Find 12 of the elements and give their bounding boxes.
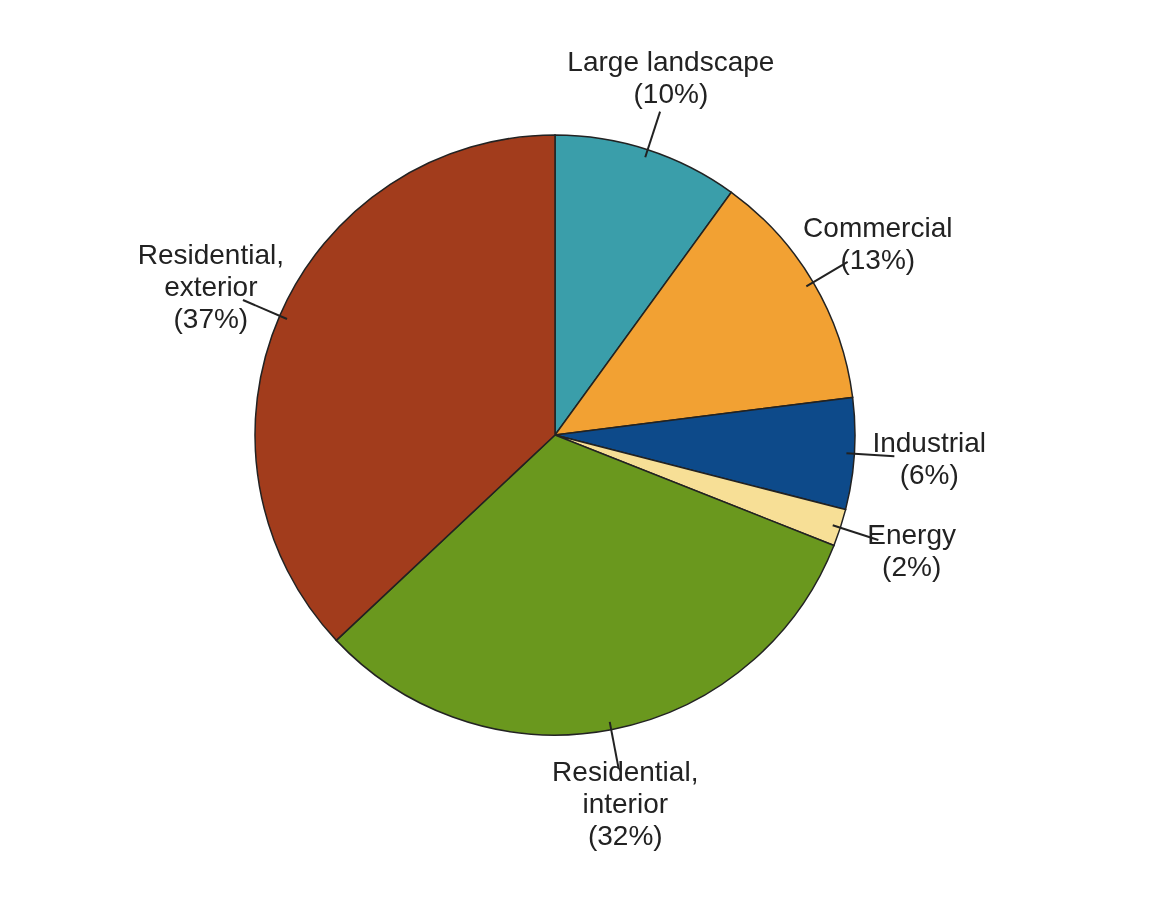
slice-label: Energy: [867, 518, 957, 550]
data-label: (10%): [633, 78, 709, 110]
data-label: (2%): [882, 550, 942, 582]
slice-label: Commercial: [803, 212, 953, 244]
data-label: (13%): [840, 244, 916, 276]
slice-label: Residential, interior: [552, 756, 699, 820]
data-label: (37%): [173, 303, 249, 335]
data-label: (32%): [587, 820, 663, 852]
slice-label: Industrial: [872, 426, 987, 458]
slice-label: Residential, exterior: [137, 239, 284, 303]
slice-label: Large landscape: [567, 46, 775, 78]
data-label: (6%): [899, 458, 959, 490]
